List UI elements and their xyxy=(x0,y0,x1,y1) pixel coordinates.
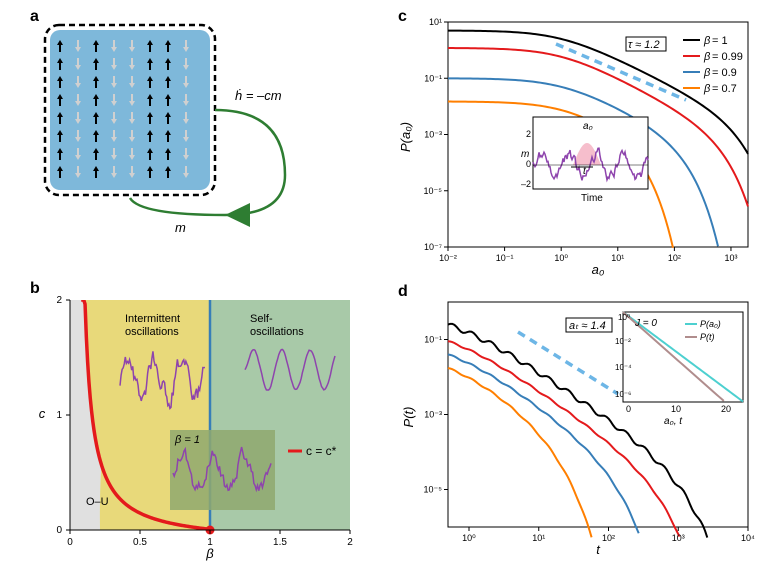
svg-text:a₀: a₀ xyxy=(592,262,605,277)
panel-c-chart: τ ≈ 1.2 β = 1 β = 0.99 β = 0.9 β = 0.7 m… xyxy=(398,10,768,290)
svg-text:0.5: 0.5 xyxy=(133,537,147,548)
svg-text:10⁰: 10⁰ xyxy=(618,313,630,322)
svg-text:10⁰: 10⁰ xyxy=(554,253,568,263)
svg-text:0: 0 xyxy=(526,159,531,169)
svg-text:10⁰: 10⁰ xyxy=(462,533,476,543)
svg-text:10¹: 10¹ xyxy=(429,17,442,27)
svg-text:10¹: 10¹ xyxy=(532,533,545,543)
svg-text:10⁻²: 10⁻² xyxy=(439,253,457,263)
region-self-label: Self- xyxy=(250,313,273,325)
svg-text:P(a₀): P(a₀) xyxy=(398,122,413,152)
svg-text:10¹: 10¹ xyxy=(611,253,624,263)
svg-text:20: 20 xyxy=(721,404,731,414)
svg-text:10⁴: 10⁴ xyxy=(741,533,755,543)
svg-text:oscillations: oscillations xyxy=(250,326,304,338)
svg-text:–2: –2 xyxy=(521,179,531,189)
svg-text:β: β xyxy=(703,51,711,63)
svg-text:aₜ ≈ 1.4: aₜ ≈ 1.4 xyxy=(569,320,606,332)
svg-text:10⁻¹: 10⁻¹ xyxy=(496,253,514,263)
svg-text:10⁻⁷: 10⁻⁷ xyxy=(424,242,442,252)
svg-text:c: c xyxy=(39,406,46,421)
svg-text:β: β xyxy=(703,67,711,79)
svg-text:0: 0 xyxy=(626,404,631,414)
svg-text:= 1: = 1 xyxy=(712,35,728,47)
svg-text:10⁻¹: 10⁻¹ xyxy=(424,73,442,83)
svg-text:2: 2 xyxy=(56,295,62,306)
svg-text:0: 0 xyxy=(67,537,73,548)
svg-text:10⁻⁶: 10⁻⁶ xyxy=(615,390,631,399)
svg-text:a₀, t: a₀, t xyxy=(664,416,683,427)
panel-a-diagram: ḣ = –cm m xyxy=(30,20,350,250)
svg-text:τ ≈ 1.2: τ ≈ 1.2 xyxy=(628,39,660,51)
svg-text:β = 1: β = 1 xyxy=(174,434,200,446)
panel-b-chart: O–U Intermittent oscillations Self- osci… xyxy=(30,290,370,570)
svg-text:a₀: a₀ xyxy=(583,121,593,132)
svg-text:0: 0 xyxy=(56,525,62,536)
svg-text:2: 2 xyxy=(526,129,531,139)
svg-text:J = 0: J = 0 xyxy=(634,318,657,329)
svg-text:10³: 10³ xyxy=(672,533,685,543)
svg-text:1.5: 1.5 xyxy=(273,537,287,548)
svg-text:t: t xyxy=(596,542,601,557)
svg-text:β: β xyxy=(703,35,711,47)
svg-text:c = c*: c = c* xyxy=(306,444,337,458)
svg-text:10³: 10³ xyxy=(724,253,737,263)
svg-text:10²: 10² xyxy=(602,533,615,543)
svg-text:oscillations: oscillations xyxy=(125,326,179,338)
svg-text:10⁻⁵: 10⁻⁵ xyxy=(424,485,443,495)
svg-text:P(t): P(t) xyxy=(700,332,715,342)
svg-text:10⁻²: 10⁻² xyxy=(615,337,631,346)
svg-text:= 0.99: = 0.99 xyxy=(712,51,743,63)
region-ou-label: O–U xyxy=(86,496,109,508)
svg-text:2: 2 xyxy=(347,537,353,548)
region-intermittent-label: Intermittent xyxy=(125,313,180,325)
svg-text:10⁻³: 10⁻³ xyxy=(424,130,442,140)
svg-text:β: β xyxy=(703,83,711,95)
panel-d-chart: aₜ ≈ 1.4 10⁰ 10⁻² 10⁻⁴ 10⁻⁶ 0 10 20 a₀, … xyxy=(398,290,768,570)
svg-text:β: β xyxy=(205,546,214,561)
feedback-bottom-label: m xyxy=(175,220,186,235)
feedback-top-label: ḣ = –cm xyxy=(235,88,282,103)
svg-text:= 0.9: = 0.9 xyxy=(712,67,737,79)
svg-text:Time: Time xyxy=(581,193,603,204)
svg-text:P(a₀): P(a₀) xyxy=(700,319,721,329)
svg-text:10⁻³: 10⁻³ xyxy=(424,410,442,420)
svg-text:P(t): P(t) xyxy=(401,407,416,428)
svg-text:= 0.7: = 0.7 xyxy=(712,83,737,95)
svg-text:10⁻⁴: 10⁻⁴ xyxy=(615,363,632,372)
svg-text:10²: 10² xyxy=(668,253,681,263)
svg-text:10⁻¹: 10⁻¹ xyxy=(424,335,442,345)
svg-text:1: 1 xyxy=(56,410,62,421)
svg-text:10⁻⁵: 10⁻⁵ xyxy=(424,186,443,196)
svg-text:10: 10 xyxy=(671,404,681,414)
